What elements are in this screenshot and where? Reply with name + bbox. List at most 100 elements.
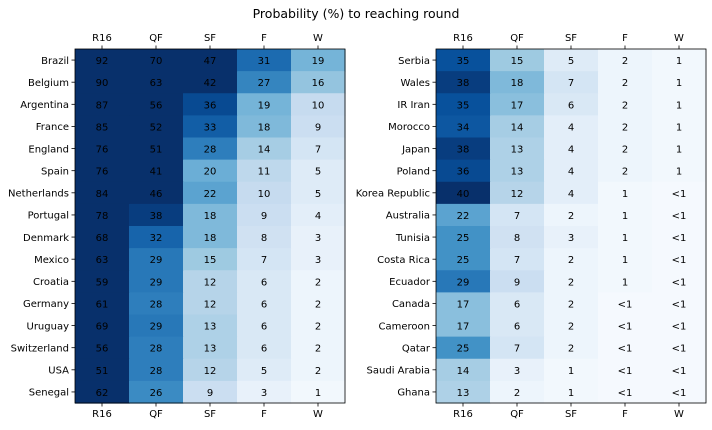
cell-value-label: 2 [568,211,574,222]
cell-value-label: 14 [511,122,524,133]
cell-value-label: 12 [204,366,217,377]
cell-value-label: 76 [96,167,109,178]
heatmap-cell [237,93,292,116]
cell-value-label: 12 [511,189,524,200]
cell-value-label: 1 [622,233,628,244]
cell-value-label: <1 [672,255,687,266]
cell-value-label: 38 [457,145,470,156]
cell-value-label: 2 [315,344,321,355]
cell-value-label: 4 [568,189,574,200]
heatmap-cell [291,181,346,205]
row-label: England [28,144,69,155]
row-label: Uruguay [27,321,70,332]
cell-value-label: 90 [96,78,109,89]
cell-value-label: 18 [204,211,217,222]
heatmap-cell [75,270,130,293]
cell-value-label: 22 [204,189,217,200]
cell-value-label: 42 [204,78,217,89]
heatmap-cell [544,248,599,271]
cell-value-label: 2 [568,322,574,333]
heatmap-cell [75,49,130,72]
cell-value-label: 20 [204,167,217,178]
heatmap-cell [75,71,130,94]
cell-value-label: 1 [676,122,682,133]
heatmap-cell [598,358,653,382]
heatmap-cell [183,93,238,116]
heatmap-cell [183,137,238,161]
heatmap-cell [75,137,130,161]
cell-value-label: 17 [457,299,470,310]
heatmap-cell [237,159,292,183]
heatmap-cell [652,71,707,94]
heatmap-cell [237,181,292,205]
heatmap-cell [237,137,292,161]
heatmap-cell [544,226,599,249]
heatmap-cell [652,93,707,116]
cell-value-label: <1 [672,211,687,222]
heatmap-cell [490,203,545,227]
heatmap-cell [544,115,599,139]
cell-value-label: 51 [150,145,163,156]
cell-value-label: 69 [96,322,109,333]
heatmap-cell [436,93,491,116]
cell-value-label: 78 [96,211,109,222]
heatmap-cell [598,181,653,205]
row-label: Mexico [34,255,69,266]
heatmap-cell [598,314,653,338]
cell-value-label: 62 [96,388,109,399]
heatmap-cell [598,292,653,316]
cell-value-label: 5 [315,189,321,200]
row-label: Netherlands [8,189,69,200]
row-label: Australia [386,211,430,222]
heatmap-cell [129,314,184,338]
row-label: Switzerland [11,343,69,354]
row-label: Portugal [28,211,69,222]
cell-value-label: 85 [96,122,109,133]
cell-value-label: 38 [150,211,163,222]
cell-value-label: 4 [568,122,574,133]
cell-value-label: 34 [457,122,470,133]
cell-value-label: 2 [315,299,321,310]
column-label-bottom: F [622,409,628,420]
heatmap-cell [75,115,130,139]
cell-value-label: 7 [568,78,574,89]
cell-value-label: 2 [622,78,628,89]
row-label: Korea Republic [356,189,430,200]
heatmap-cell [183,226,238,249]
cell-value-label: 56 [150,100,163,111]
column-label-bottom: R16 [92,409,112,420]
cell-value-label: 26 [150,388,163,399]
heatmap-cell [436,203,491,227]
heatmap-cell [237,49,292,72]
cell-value-label: 31 [258,56,271,67]
cell-value-label: 41 [150,167,163,178]
heatmap-cell [291,270,346,293]
heatmap-cell [490,358,545,382]
cell-value-label: <1 [618,366,633,377]
heatmap-cell [237,292,292,316]
cell-value-label: 6 [261,344,267,355]
heatmap-cell [652,49,707,72]
heatmap-cell [75,380,130,404]
heatmap-cell [490,270,545,293]
row-label: Tunisia [395,233,430,244]
column-label-bottom: W [313,409,323,420]
cell-value-label: 61 [96,299,109,310]
heatmap-cell [436,314,491,338]
cell-value-label: 7 [514,344,520,355]
row-label: Saudi Arabia [367,366,430,377]
heatmap-cell [652,314,707,338]
cell-value-label: 19 [258,100,271,111]
heatmap-cell [544,314,599,338]
cell-value-label: 14 [457,366,470,377]
cell-value-label: <1 [618,388,633,399]
heatmap-cell [237,248,292,271]
heatmap-cell [75,203,130,227]
heatmap-cell [237,71,292,94]
row-label: Serbia [398,56,430,67]
heatmap-cell [436,181,491,205]
cell-value-label: 6 [514,299,520,310]
heatmap-cell [652,159,707,183]
cell-value-label: 40 [457,189,470,200]
